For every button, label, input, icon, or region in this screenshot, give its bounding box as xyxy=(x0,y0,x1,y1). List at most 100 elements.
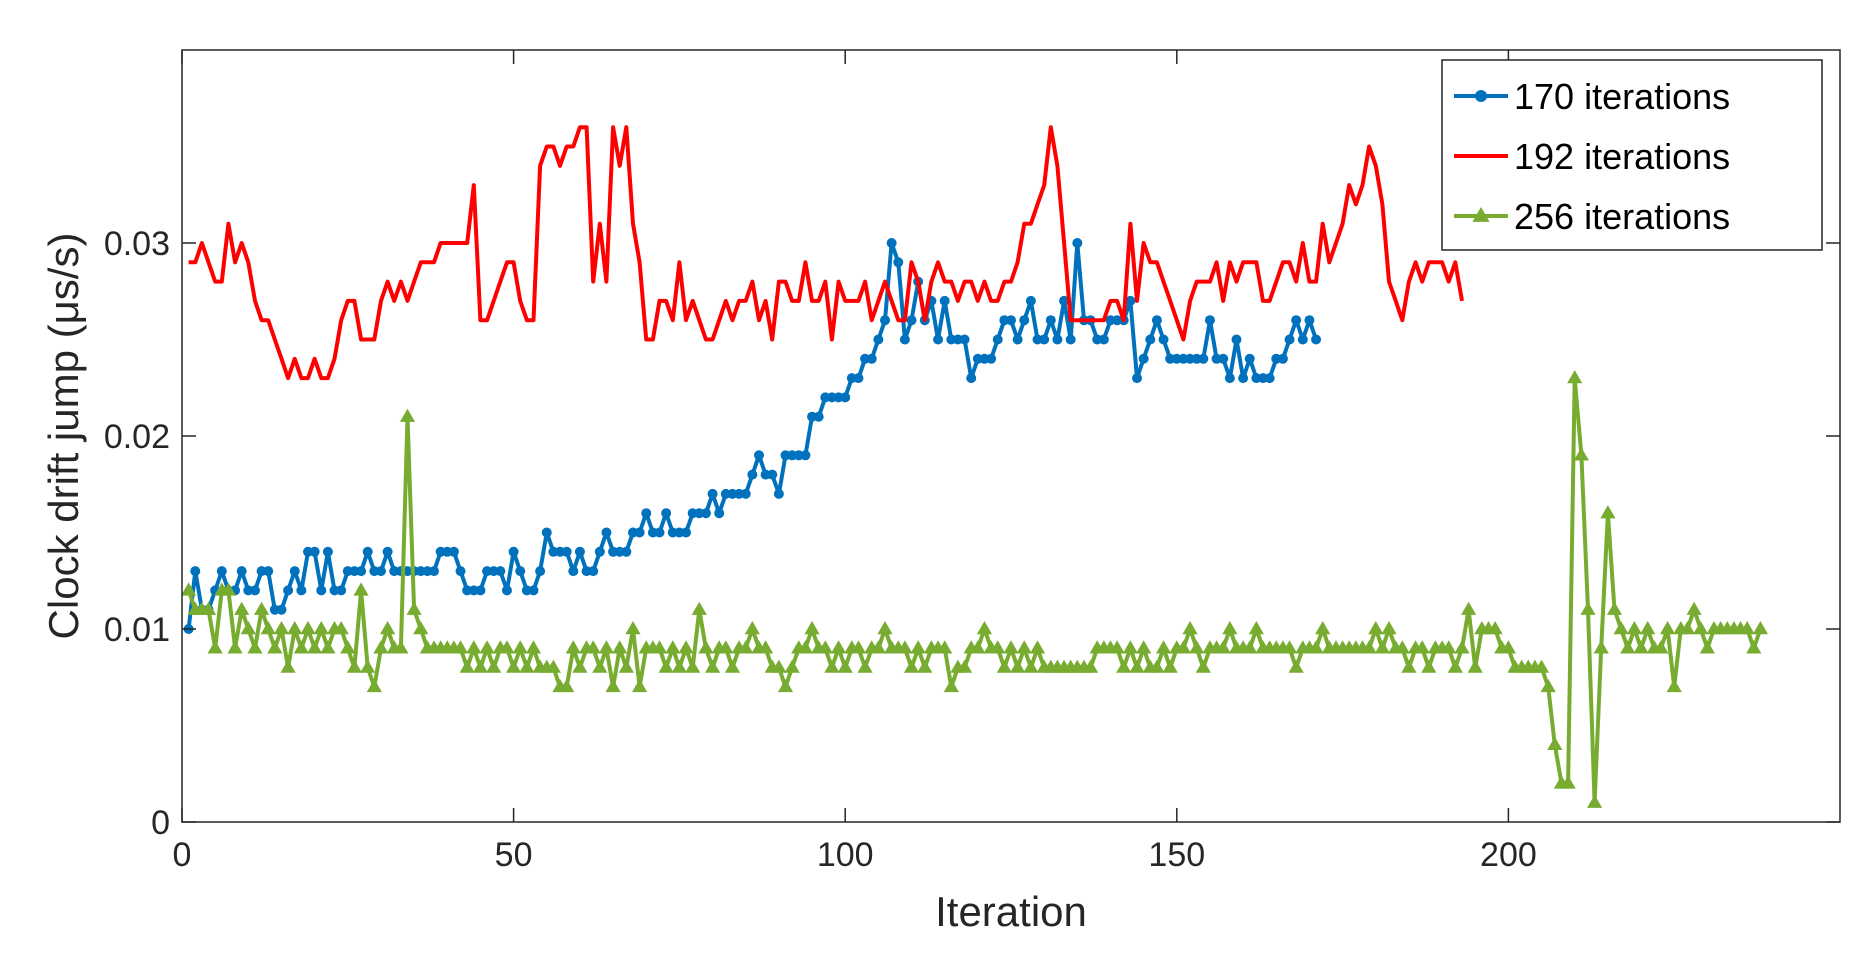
data-point xyxy=(654,527,665,538)
data-point xyxy=(1500,640,1516,654)
data-point xyxy=(1277,353,1288,364)
data-point xyxy=(1421,659,1437,673)
data-point xyxy=(181,582,197,596)
data-point xyxy=(1264,373,1275,384)
data-point xyxy=(1401,659,1417,673)
data-point xyxy=(506,659,522,673)
data-point xyxy=(572,659,588,673)
data-point xyxy=(273,621,290,635)
data-point xyxy=(773,488,784,499)
data-point xyxy=(525,640,542,654)
data-point xyxy=(486,659,502,673)
data-point xyxy=(700,508,711,519)
data-point xyxy=(594,546,605,557)
data-point xyxy=(857,659,873,673)
data-point xyxy=(1149,659,1165,673)
data-point xyxy=(1025,295,1036,306)
x-tick-label: 50 xyxy=(495,836,533,874)
data-point xyxy=(545,659,561,673)
data-point xyxy=(1189,640,1205,654)
data-point xyxy=(797,640,814,654)
data-point xyxy=(479,640,495,654)
data-point xyxy=(515,566,526,577)
data-point xyxy=(1116,659,1132,673)
data-point xyxy=(724,659,741,673)
data-point xyxy=(1138,353,1149,364)
data-point xyxy=(1175,640,1192,654)
data-point xyxy=(448,546,459,557)
data-point xyxy=(313,621,329,635)
data-point xyxy=(452,640,469,654)
data-point xyxy=(1394,640,1410,654)
data-point xyxy=(501,585,512,596)
data-point xyxy=(1414,640,1430,654)
data-point xyxy=(1666,678,1682,693)
data-point xyxy=(1467,659,1483,673)
data-point xyxy=(200,601,217,615)
data-point xyxy=(1291,315,1302,326)
data-point xyxy=(641,508,652,519)
data-point xyxy=(840,392,851,403)
data-point xyxy=(307,640,323,654)
data-point xyxy=(970,640,986,654)
data-point xyxy=(886,238,897,248)
data-point xyxy=(986,353,997,364)
data-point xyxy=(276,604,287,615)
data-point xyxy=(459,659,475,673)
data-point xyxy=(1215,640,1231,654)
data-point xyxy=(528,585,539,596)
data-point xyxy=(903,659,920,673)
data-point xyxy=(1633,640,1649,654)
data-point xyxy=(1151,315,1162,326)
data-point xyxy=(1573,447,1589,461)
data-point xyxy=(1010,659,1026,673)
data-point xyxy=(1023,659,1039,673)
data-point xyxy=(853,373,864,384)
legend-item: 192 iterations xyxy=(1454,136,1730,177)
data-point xyxy=(714,508,725,519)
series-1 xyxy=(183,238,1322,634)
data-point xyxy=(1162,659,1178,673)
legend: 170 iterations 192 iterations 256 iteratio… xyxy=(1441,59,1823,251)
data-point xyxy=(665,640,681,654)
data-point xyxy=(1686,601,1702,615)
y-tick-label: 0.03 xyxy=(104,225,170,263)
series-line xyxy=(188,125,1464,381)
data-point xyxy=(817,640,833,654)
data-point xyxy=(1447,659,1463,673)
data-point xyxy=(1019,315,1030,326)
data-point xyxy=(1231,334,1242,345)
x-tick-label: 200 xyxy=(1480,836,1537,874)
data-point xyxy=(698,640,714,654)
data-point xyxy=(1374,640,1390,654)
data-point xyxy=(236,566,247,577)
data-point xyxy=(574,546,585,557)
data-point xyxy=(309,546,320,557)
data-point xyxy=(678,640,694,654)
data-point xyxy=(466,640,482,654)
data-point xyxy=(899,334,910,345)
data-point xyxy=(1136,640,1152,654)
data-point xyxy=(910,640,926,654)
data-point xyxy=(260,621,276,635)
data-point xyxy=(360,659,376,673)
data-point xyxy=(287,621,303,635)
data-point xyxy=(413,621,429,635)
data-point xyxy=(658,659,674,673)
legend-label: 170 iterations xyxy=(1514,76,1730,117)
data-point xyxy=(1587,794,1603,808)
data-point xyxy=(804,621,820,635)
data-point xyxy=(612,640,628,654)
data-point xyxy=(1547,736,1563,750)
data-point xyxy=(1315,621,1331,635)
data-point xyxy=(568,566,579,577)
data-point xyxy=(618,659,634,673)
data-point xyxy=(592,659,608,673)
data-point xyxy=(1244,353,1255,364)
data-point xyxy=(1560,775,1576,789)
data-point xyxy=(1461,601,1477,615)
data-point xyxy=(565,640,581,654)
data-point xyxy=(870,640,886,654)
data-point xyxy=(1125,295,1136,306)
x-tick-label: 0 xyxy=(173,836,192,874)
